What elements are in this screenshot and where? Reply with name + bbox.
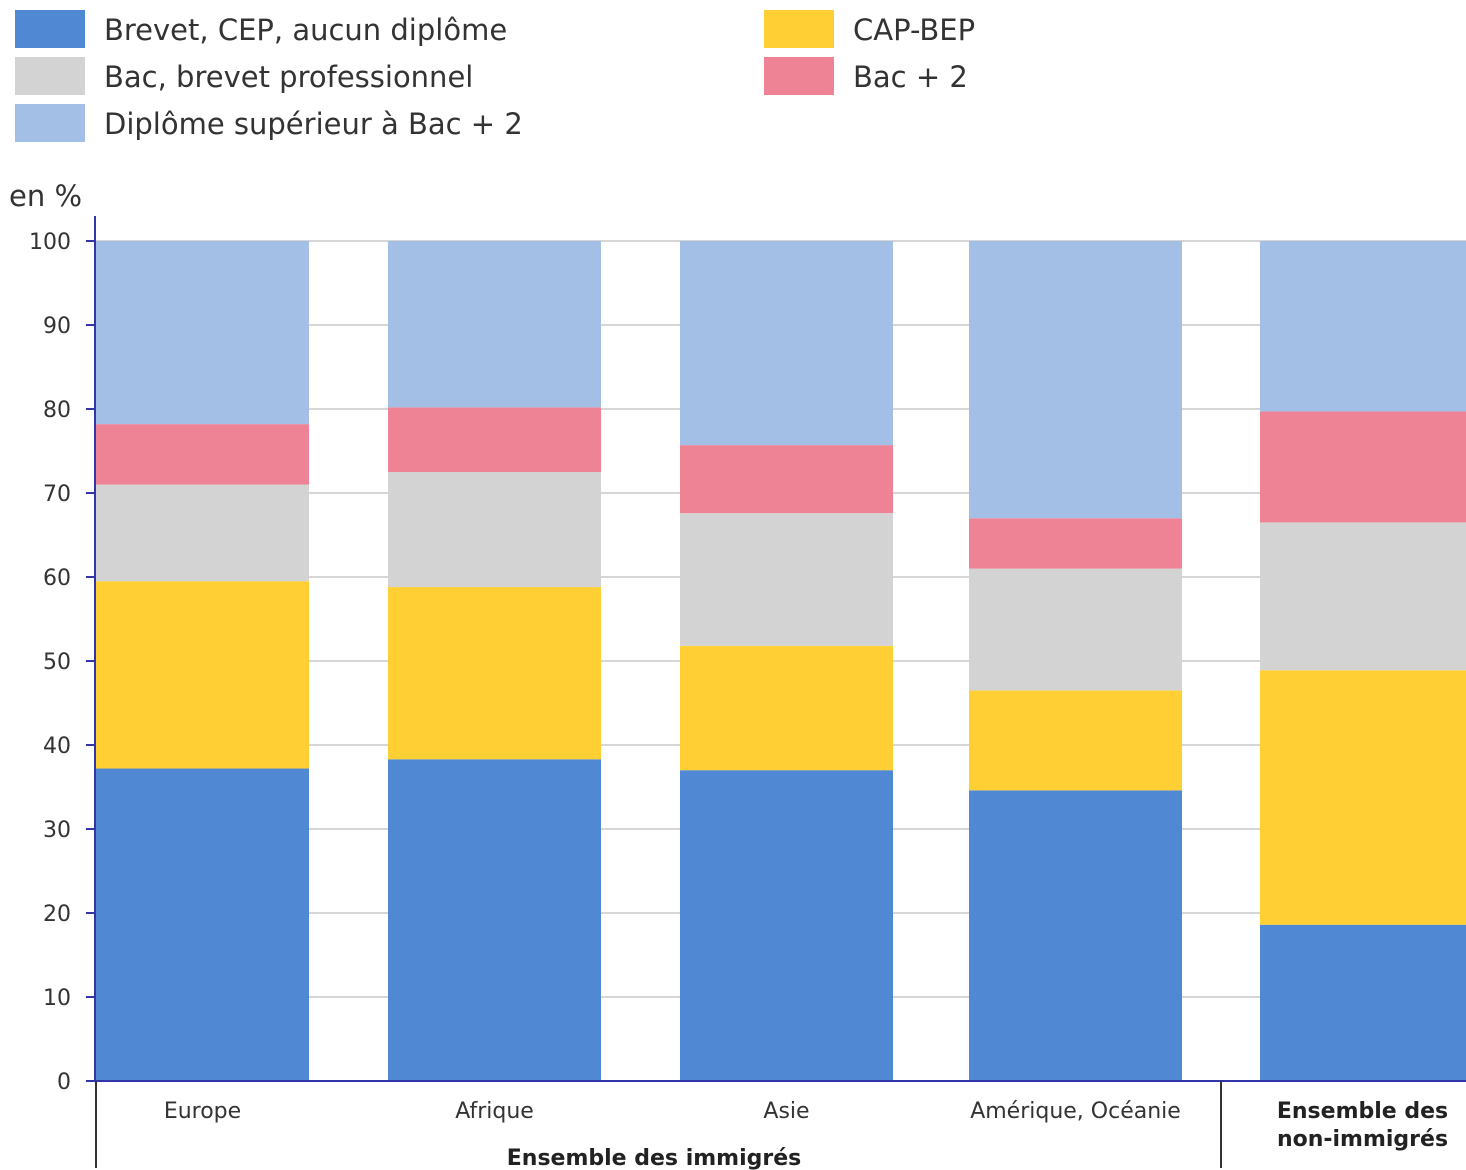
- bar-ensemble-des-non-immigres-cap-bep: [1260, 670, 1466, 925]
- bar-afrique-brevet-cep-aucun-diplome: [388, 759, 601, 1081]
- y-tick-labels: 0 10 20 30 40 50 60 70 80 90 100: [29, 230, 71, 1095]
- y-tick-label: 80: [43, 398, 71, 423]
- axes: [86, 216, 1466, 1168]
- bar-asie-brevet-cep-aucun-diplome: [680, 770, 893, 1081]
- bar-amerique-oceanie-bac-2: [969, 518, 1182, 569]
- legend: Brevet, CEP, aucun diplôme Bac, brevet pr…: [15, 10, 975, 142]
- x-category-label-ensemble-des-non-immigres: Ensemble des non-immigrés: [1277, 1099, 1448, 1152]
- legend-item-bac-brevet-professionnel: Bac, brevet professionnel: [15, 57, 473, 95]
- y-tick-label: 30: [43, 818, 71, 843]
- bar-asie-cap-bep: [680, 645, 893, 771]
- bar-ensemble-des-non-immigres-bac-2: [1260, 411, 1466, 523]
- bar-stack-asie: [680, 241, 893, 1081]
- bar-afrique-cap-bep: [388, 587, 601, 760]
- legend-label: Brevet, CEP, aucun diplôme: [104, 13, 507, 47]
- bar-amerique-oceanie-diplome-superieur-a-bac-2: [969, 241, 1182, 519]
- x-category-label-amerique-oceanie: Amérique, Océanie: [970, 1099, 1181, 1124]
- bar-stack-ensemble-des-non-immigres: [1260, 241, 1466, 1081]
- y-tick-label: 100: [29, 230, 71, 255]
- legend-swatch: [15, 104, 85, 142]
- bar-asie-bac-2: [680, 445, 893, 514]
- bar-europe-cap-bep: [96, 581, 309, 769]
- legend-item-brevet-cep-aucun-diplome: Brevet, CEP, aucun diplôme: [15, 10, 507, 48]
- legend-label: Bac, brevet professionnel: [104, 60, 473, 94]
- y-tick-label: 60: [43, 566, 71, 591]
- bar-europe-brevet-cep-aucun-diplome: [96, 768, 309, 1081]
- bar-europe-diplome-superieur-a-bac-2: [96, 241, 309, 425]
- bar-stack-afrique: [388, 241, 601, 1081]
- y-tick-label: 10: [43, 986, 71, 1011]
- bar-asie-bac-brevet-professionnel: [680, 513, 893, 646]
- y-tick-label: 70: [43, 482, 71, 507]
- bar-asie-diplome-superieur-a-bac-2: [680, 241, 893, 446]
- legend-label: Diplôme supérieur à Bac + 2: [104, 107, 523, 141]
- bar-amerique-oceanie-bac-brevet-professionnel: [969, 568, 1182, 691]
- bars: [96, 241, 1466, 1081]
- legend-swatch: [15, 57, 85, 95]
- y-axis-label: en %: [9, 179, 82, 213]
- y-tick-label: 90: [43, 314, 71, 339]
- legend-swatch: [15, 10, 85, 48]
- bar-europe-bac-2: [96, 424, 309, 485]
- x-group-label: Ensemble des immigrés: [507, 1146, 801, 1170]
- y-tick-label: 50: [43, 650, 71, 675]
- bar-afrique-diplome-superieur-a-bac-2: [388, 241, 601, 408]
- legend-item-cap-bep: CAP-BEP: [764, 10, 975, 48]
- y-tick-label: 0: [57, 1070, 71, 1095]
- legend-label: CAP-BEP: [853, 13, 975, 47]
- bar-afrique-bac-brevet-professionnel: [388, 472, 601, 588]
- bar-ensemble-des-non-immigres-brevet-cep-aucun-diplome: [1260, 924, 1466, 1081]
- bar-ensemble-des-non-immigres-diplome-superieur-a-bac-2: [1260, 241, 1466, 412]
- legend-swatch: [764, 57, 834, 95]
- x-category-label-europe: Europe: [164, 1099, 241, 1124]
- legend-item-diplome-superieur-a-bac-2: Diplôme supérieur à Bac + 2: [15, 104, 523, 142]
- x-category-label-asie: Asie: [763, 1099, 809, 1124]
- bar-amerique-oceanie-brevet-cep-aucun-diplome: [969, 790, 1182, 1081]
- bar-stack-europe: [96, 241, 309, 1081]
- x-category-label-afrique: Afrique: [455, 1099, 534, 1124]
- bar-europe-bac-brevet-professionnel: [96, 484, 309, 582]
- bar-amerique-oceanie-cap-bep: [969, 690, 1182, 791]
- legend-item-bac-2: Bac + 2: [764, 57, 968, 95]
- legend-swatch: [764, 10, 834, 48]
- bar-stack-amerique-oceanie: [969, 241, 1182, 1081]
- x-category-labels: Europe Afrique Asie Amérique, Océanie Ensemb…: [164, 1099, 1448, 1170]
- bar-afrique-bac-2: [388, 407, 601, 472]
- bar-ensemble-des-non-immigres-bac-brevet-professionnel: [1260, 522, 1466, 671]
- legend-label: Bac + 2: [853, 60, 968, 94]
- y-tick-label: 20: [43, 902, 71, 927]
- y-tick-label: 40: [43, 734, 71, 759]
